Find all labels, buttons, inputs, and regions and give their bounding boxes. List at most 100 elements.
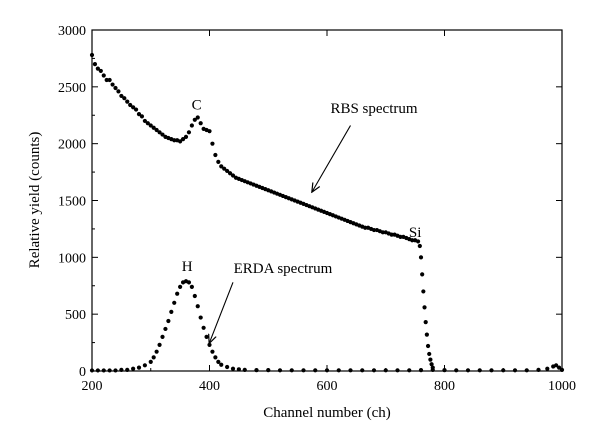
data-point [189, 123, 194, 128]
data-point [119, 93, 124, 99]
data-point [418, 255, 424, 260]
data-point [189, 284, 194, 289]
data-point [225, 168, 230, 174]
data-point [113, 85, 118, 91]
data-point [222, 166, 227, 171]
data-point [216, 359, 221, 365]
data-point [512, 368, 518, 373]
annotations: C RBS spectrum Si H ERDA spectrum [182, 98, 421, 343]
data-point [133, 107, 139, 112]
data-point [204, 334, 209, 339]
y-tick-label: 3000 [58, 24, 86, 39]
data-point [556, 365, 562, 370]
axes: 200 400 600 800 1000 0 500 1000 1500 2000 2500 3000 [58, 24, 576, 394]
data-point [92, 62, 98, 67]
data-point [148, 123, 153, 128]
y-tick-label: 2500 [58, 81, 86, 96]
x-tick-label: 600 [317, 379, 338, 394]
data-point [172, 300, 177, 305]
data-point [139, 114, 145, 119]
data-point [363, 225, 368, 230]
data-point [163, 326, 168, 332]
data-point [225, 364, 230, 370]
data-point [180, 137, 186, 142]
data-point [131, 105, 136, 110]
data-point [136, 112, 142, 117]
data-points [89, 52, 565, 373]
data-point [348, 368, 353, 373]
y-tick-label: 1000 [58, 251, 86, 266]
data-point [175, 291, 180, 296]
data-point [104, 77, 109, 83]
annotation-arrow [312, 125, 351, 191]
data-point [465, 368, 471, 373]
annotation-label: ERDA spectrum [234, 261, 333, 277]
data-point [421, 289, 426, 294]
y-axis-label: Relative yield (counts) [27, 132, 43, 269]
data-point [423, 320, 428, 325]
data-point [398, 234, 403, 239]
data-point [213, 355, 218, 360]
data-point [178, 284, 183, 289]
data-point [371, 368, 377, 373]
x-tick-label: 400 [199, 379, 220, 394]
data-point [389, 232, 394, 237]
data-point [336, 368, 341, 373]
data-point [186, 280, 192, 285]
x-tick-label: 1000 [548, 379, 576, 394]
data-point [230, 173, 236, 178]
data-point [160, 132, 165, 137]
data-point [427, 351, 432, 357]
data-point [192, 117, 197, 122]
data-point [166, 318, 171, 324]
data-point [360, 368, 365, 373]
x-tick-label: 200 [82, 379, 103, 394]
data-point [289, 368, 294, 373]
data-point [420, 272, 425, 277]
data-point [407, 368, 412, 373]
data-point [154, 349, 159, 354]
data-point [128, 102, 133, 108]
data-point [192, 293, 197, 299]
data-point [277, 368, 283, 373]
data-point [107, 77, 112, 83]
data-point [151, 355, 156, 360]
annotation-label: RBS spectrum [330, 101, 417, 117]
y-tick-label: 1500 [58, 195, 86, 210]
data-point [207, 129, 212, 134]
annotation-label: C [192, 98, 202, 114]
data-point [195, 304, 200, 309]
data-point [151, 125, 156, 130]
erda-series [89, 279, 565, 373]
data-point [101, 73, 106, 78]
data-point [169, 309, 174, 314]
data-point [424, 332, 429, 337]
data-point [301, 368, 306, 373]
data-point [142, 118, 147, 124]
data-point [524, 368, 529, 373]
data-point [178, 139, 183, 144]
data-point [183, 134, 189, 139]
data-point [489, 368, 494, 373]
data-point [210, 349, 215, 354]
data-point [98, 68, 103, 74]
data-point [454, 368, 459, 373]
data-point [219, 164, 224, 169]
data-point [213, 152, 218, 158]
data-point [428, 357, 433, 362]
data-point [142, 363, 147, 368]
data-point [131, 366, 136, 371]
data-point [198, 121, 203, 126]
data-point [425, 343, 431, 349]
data-point [95, 66, 100, 71]
data-point [125, 99, 130, 104]
data-point [145, 121, 150, 126]
y-tick-label: 2000 [58, 138, 86, 153]
data-point [227, 171, 233, 176]
data-point [136, 365, 142, 370]
data-point [429, 362, 434, 367]
data-point [236, 367, 241, 372]
data-point [230, 366, 236, 371]
data-point [477, 368, 482, 373]
